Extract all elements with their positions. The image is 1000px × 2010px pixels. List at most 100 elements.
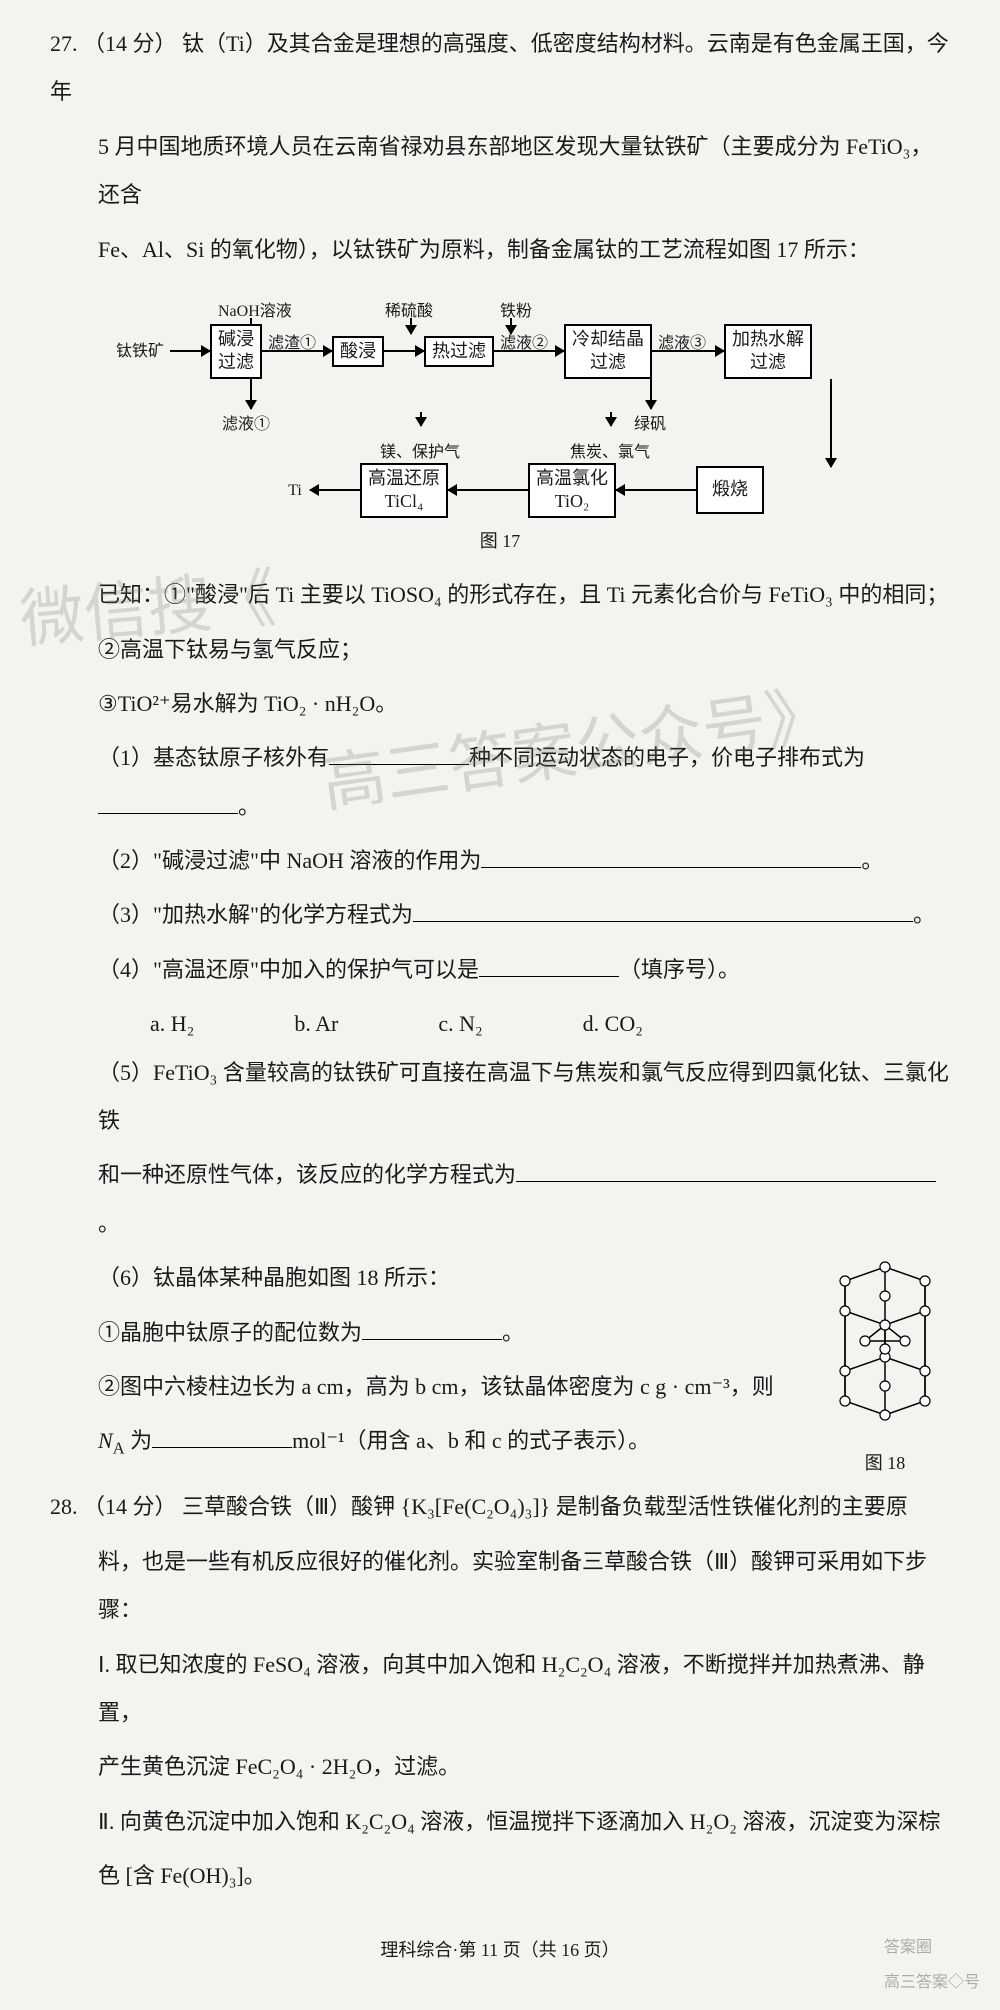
arrow-h xyxy=(170,350,210,352)
blank xyxy=(362,1318,502,1340)
flow-box-1a: 碱浸 xyxy=(218,328,254,351)
q27-1c: 。 xyxy=(238,794,260,819)
q28-step1b: 产生黄色沉淀 FeC₂O₄ · 2H₂O，过滤。 xyxy=(50,1743,950,1791)
q28-points: （14 分） xyxy=(83,1494,177,1519)
q27-6-2a: ②图中六棱柱边长为 a cm，高为 b cm，该钛晶体密度为 c g · cm⁻… xyxy=(50,1363,950,1411)
blank xyxy=(152,1426,292,1448)
arrow-v xyxy=(610,412,612,426)
q27-intro-2: 5 月中国地质环境人员在云南省禄劝县东部地区发现大量钛铁矿（主要成分为 FeTi… xyxy=(50,123,950,220)
q27-1a: （1）基态钛原子核外有 xyxy=(98,745,329,770)
q28-intro-1: 三草酸合铁（Ⅲ）酸钾 {K₃[Fe(C₂O₄)₃]} 是制备负载型活性铁催化剂的… xyxy=(182,1494,908,1519)
q27-intro-3: Fe、Al、Si 的氧化物），以钛铁矿为原料，制备金属钛的工艺流程如图 17 所… xyxy=(50,226,950,274)
flowchart-fig17: NaOH溶液 稀硫酸 铁粉 钛铁矿 碱浸 过滤 滤渣① 酸浸 热过滤 滤液② 冷… xyxy=(110,284,890,561)
flow-ti: Ti xyxy=(280,481,310,500)
flow-box-7a: 高温氯化 xyxy=(536,467,608,490)
q27-5c: 。 xyxy=(98,1211,120,1236)
q28-step2b: 色 [含 Fe(OH)₃]。 xyxy=(50,1852,950,1900)
arrow-h xyxy=(384,350,424,352)
blank xyxy=(329,743,469,765)
corner-mark: 答案圈 高三答案◇号 xyxy=(884,1930,980,2000)
flow-ore: 钛铁矿 xyxy=(110,342,170,361)
q27-3a: （3）"加热水解"的化学方程式为 xyxy=(98,902,413,927)
opt-b: b. Ar xyxy=(294,1000,338,1048)
flow-box-6b: TiCl₄ xyxy=(368,490,440,513)
q27-1: （1）基态钛原子核外有 种不同运动状态的电子，价电子排布式为。 xyxy=(50,734,950,831)
corner-1: 答案圈 xyxy=(884,1930,980,1965)
blank xyxy=(516,1160,936,1182)
flow-box-4a: 冷却结晶 xyxy=(572,328,644,351)
fig18-caption: 图 18 xyxy=(820,1444,950,1484)
flow-box-6a: 高温还原 xyxy=(368,467,440,490)
known-label: 已知： xyxy=(98,582,164,607)
q27-2: （2）"碱浸过滤"中 NaOH 溶液的作用为 。 xyxy=(50,837,950,885)
flow-box-3: 热过滤 xyxy=(424,336,494,367)
q27-line1: 27. （14 分） 钛（Ti）及其合金是理想的高强度、低密度结构材料。云南是有… xyxy=(50,20,950,117)
arrow-v xyxy=(250,379,252,409)
opt-d: d. CO₂ xyxy=(583,1000,643,1048)
q27-5b-text: 和一种还原性气体，该反应的化学方程式为 xyxy=(98,1162,516,1187)
flow-box-8: 煅烧 xyxy=(696,466,764,513)
blank xyxy=(413,900,913,922)
blank xyxy=(481,846,861,868)
flow-box-1: 碱浸 过滤 xyxy=(210,324,262,379)
q27-4-options: a. H₂ b. Ar c. N₂ d. CO₂ xyxy=(50,1000,950,1048)
q27-6-1: ①晶胞中钛原子的配位数为 。 xyxy=(50,1309,950,1357)
corner-2: 高三答案◇号 xyxy=(884,1965,980,2000)
opt-c: c. N₂ xyxy=(438,1000,482,1048)
q27-number: 27. xyxy=(50,31,78,56)
q27-3: （3）"加热水解"的化学方程式为 。 xyxy=(50,891,950,939)
opt-a: a. H₂ xyxy=(150,1000,194,1048)
q27-4b: （填序号）。 xyxy=(619,957,740,982)
flow-box-7: 高温氯化 TiO₂ xyxy=(528,463,616,518)
q28-step2a: Ⅱ. 向黄色沉淀中加入饱和 K₂C₂O₄ 溶液，恒温搅拌下逐滴加入 H₂O₂ 溶… xyxy=(50,1798,950,1846)
arrow-h-rev xyxy=(448,489,528,491)
q27-2a: （2）"碱浸过滤"中 NaOH 溶液的作用为 xyxy=(98,848,481,873)
q27-points: （14 分） xyxy=(83,31,177,56)
crystal-svg xyxy=(825,1259,945,1429)
flow-box-4: 冷却结晶 过滤 xyxy=(564,324,652,379)
q27-5b: 和一种还原性气体，该反应的化学方程式为。 xyxy=(50,1151,950,1248)
flow-box-2: 酸浸 xyxy=(332,336,384,367)
arrow-v xyxy=(420,412,422,426)
q27-6-1b: 。 xyxy=(502,1320,524,1345)
q27-intro-1: 钛（Ti）及其合金是理想的高强度、低密度结构材料。云南是有色金属王国，今年 xyxy=(50,31,949,104)
q27-5a: （5）FeTiO₃ 含量较高的钛铁矿可直接在高温下与焦炭和氯气反应得到四氯化钛、… xyxy=(50,1049,950,1146)
flow-box-5a: 加热水解 xyxy=(732,328,804,351)
q28-line1: 28. （14 分） 三草酸合铁（Ⅲ）酸钾 {K₃[Fe(C₂O₄)₃]} 是制… xyxy=(50,1483,950,1531)
flow-res2: 滤液② xyxy=(500,326,548,361)
known-1: ①"酸浸"后 Ti 主要以 TiOSO₄ 的形式存在，且 Ti 元素化合价与 F… xyxy=(164,582,948,607)
q27-known: 已知：①"酸浸"后 Ti 主要以 TiOSO₄ 的形式存在，且 Ti 元素化合价… xyxy=(50,571,950,619)
flow-box-1b: 过滤 xyxy=(218,351,254,374)
flow-res1: 滤渣① xyxy=(268,326,316,361)
arrow-h-rev xyxy=(310,489,360,491)
q27-6-2c: mol⁻¹（用含 a、b 和 c 的式子表示）。 xyxy=(292,1428,650,1453)
flow-box-4b: 过滤 xyxy=(572,351,644,374)
flow-box-7b: TiO₂ xyxy=(536,490,608,513)
q27-6: （6）钛晶体某种晶胞如图 18 所示： xyxy=(50,1254,950,1302)
known-3: ③TiO²⁺易水解为 TiO₂ · nH₂O。 xyxy=(50,680,950,728)
arrow-v xyxy=(650,379,652,409)
q27-4a: （4）"高温还原"中加入的保护气可以是 xyxy=(98,957,479,982)
q28-step1a: Ⅰ. 取已知浓度的 FeSO₄ 溶液，向其中加入饱和 H₂C₂O₄ 溶液，不断搅… xyxy=(50,1641,950,1738)
q27-3c: 。 xyxy=(913,902,935,927)
fig17-caption: 图 17 xyxy=(110,522,890,562)
crystal-fig18: 图 18 xyxy=(820,1259,950,1483)
flow-coke: 焦炭、氯气 xyxy=(570,435,650,470)
q27-2c: 。 xyxy=(861,848,883,873)
q27-6-1a: ①晶胞中钛原子的配位数为 xyxy=(98,1320,362,1345)
flow-box-5b: 过滤 xyxy=(732,351,804,374)
flow-box-6: 高温还原 TiCl₄ xyxy=(360,463,448,518)
arrow-h-rev xyxy=(616,489,696,491)
blank xyxy=(479,955,619,977)
flow-box-5: 加热水解 过滤 xyxy=(724,324,812,379)
q27-4: （4）"高温还原"中加入的保护气可以是 （填序号）。 xyxy=(50,946,950,994)
known-2: ②高温下钛易与氢气反应； xyxy=(50,626,950,674)
flow-mg: 镁、保护气 xyxy=(380,435,460,470)
q27-1b: 种不同运动状态的电子，价电子排布式为 xyxy=(469,745,865,770)
q27-6-2b: NA NA 为为mol⁻¹（用含 a、b 和 c 的式子表示）。 xyxy=(50,1417,950,1467)
page-footer: 理科综合·第 11 页（共 16 页） xyxy=(50,1931,950,1971)
q28-number: 28. xyxy=(50,1494,78,1519)
flow-res3: 滤液③ xyxy=(658,326,706,361)
blank xyxy=(98,792,238,814)
q28-intro-2: 料，也是一些有机反应很好的催化剂。实验室制备三草酸合铁（Ⅲ）酸钾可采用如下步骤： xyxy=(50,1538,950,1635)
